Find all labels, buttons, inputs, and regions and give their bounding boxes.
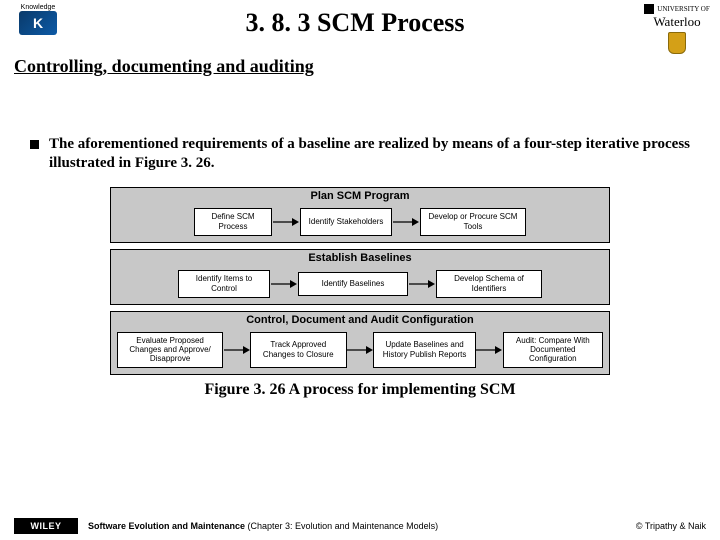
diagram-box: Update Baselines and History Publish Rep…	[373, 332, 475, 368]
wiley-logo: WILEY	[14, 518, 78, 534]
phase-boxes: Evaluate Proposed Changes and Approve/ D…	[111, 329, 609, 374]
waterloo-text: UNIVERSITY OF	[644, 4, 709, 14]
arrow-icon	[270, 279, 298, 289]
phase-title: Plan SCM Program	[111, 188, 609, 205]
diagram-phase: Control, Document and Audit Configuratio…	[110, 311, 610, 375]
subtitle: Controlling, documenting and auditing	[0, 54, 720, 77]
arrow-icon	[392, 217, 420, 227]
arrow-icon	[223, 345, 250, 355]
diagram-box: Track Approved Changes to Closure	[250, 332, 347, 368]
knowledge-icon: K	[19, 11, 57, 35]
footer-copyright: © Tripathy & Naik	[636, 521, 706, 531]
footer-rest: (Chapter 3: Evolution and Maintenance Mo…	[245, 521, 438, 531]
arrow-icon	[476, 345, 503, 355]
body: The aforementioned requirements of a bas…	[0, 77, 720, 399]
diagram-phase: Establish BaselinesIdentify Items to Con…	[110, 249, 610, 305]
phase-boxes: Identify Items to Control Identify Baseli…	[111, 267, 609, 304]
waterloo-prefix: UNIVERSITY OF	[657, 5, 709, 13]
diagram-box: Identify Stakeholders	[300, 208, 392, 236]
footer: WILEY Software Evolution and Maintenance…	[0, 518, 720, 534]
footer-bold: Software Evolution and Maintenance	[88, 521, 245, 531]
phase-title: Control, Document and Audit Configuratio…	[111, 312, 609, 329]
diagram-phase: Plan SCM Program Define SCM Process Identi…	[110, 187, 610, 243]
arrow-icon	[408, 279, 436, 289]
knowledge-label: Knowledge	[21, 4, 56, 11]
bullet-text: The aforementioned requirements of a bas…	[49, 135, 690, 173]
footer-citation: Software Evolution and Maintenance (Chap…	[88, 521, 636, 531]
phase-boxes: Define SCM Process Identify Stakeholders D…	[111, 205, 609, 242]
waterloo-crest-icon	[668, 32, 686, 54]
waterloo-logo: UNIVERSITY OF Waterloo	[642, 4, 712, 54]
scm-diagram: Plan SCM Program Define SCM Process Identi…	[110, 187, 610, 375]
knowledge-logo: Knowledge K	[8, 4, 68, 40]
figure-caption: Figure 3. 26 A process for implementing …	[30, 381, 690, 399]
diagram-box: Define SCM Process	[194, 208, 272, 236]
arrow-icon	[347, 345, 374, 355]
waterloo-crest-icon	[644, 4, 654, 14]
diagram-box: Audit: Compare With Documented Configura…	[503, 332, 603, 368]
waterloo-name: Waterloo	[653, 14, 700, 30]
diagram-box: Develop or Procure SCM Tools	[420, 208, 526, 236]
diagram-box: Identify Items to Control	[178, 270, 270, 298]
bullet-icon	[30, 140, 39, 149]
diagram-box: Identify Baselines	[298, 272, 408, 296]
bullet-item: The aforementioned requirements of a bas…	[30, 135, 690, 173]
diagram-box: Evaluate Proposed Changes and Approve/ D…	[117, 332, 223, 368]
page-title: 3. 8. 3 SCM Process	[68, 4, 642, 38]
header: Knowledge K 3. 8. 3 SCM Process UNIVERSI…	[0, 0, 720, 54]
arrow-icon	[272, 217, 300, 227]
diagram-box: Develop Schema of Identifiers	[436, 270, 542, 298]
k-glyph: K	[33, 15, 43, 31]
phase-title: Establish Baselines	[111, 250, 609, 267]
